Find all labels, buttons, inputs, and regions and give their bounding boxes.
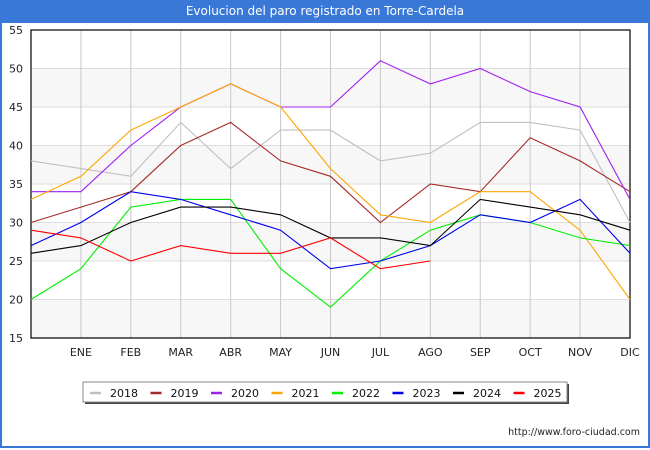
x-tick-label: MAY bbox=[269, 346, 292, 359]
chart-title: Evolucion del paro registrado en Torre-C… bbox=[0, 0, 650, 23]
y-tick-label: 40 bbox=[9, 140, 23, 153]
y-tick-label: 35 bbox=[9, 178, 23, 191]
legend-label: 2019 bbox=[171, 387, 199, 400]
y-tick-label: 20 bbox=[9, 294, 23, 307]
x-tick-label: JUL bbox=[371, 346, 390, 359]
y-tick-label: 25 bbox=[9, 255, 23, 268]
y-tick-label: 15 bbox=[9, 332, 23, 345]
x-tick-label: FEB bbox=[120, 346, 141, 359]
series-lines bbox=[30, 60, 631, 308]
legend-label: 2018 bbox=[110, 387, 138, 400]
x-tick-label: SEP bbox=[470, 346, 491, 359]
series-line-2020 bbox=[31, 60, 631, 200]
x-tick-label: ENE bbox=[70, 346, 92, 359]
x-tick-label: MAR bbox=[168, 346, 193, 359]
legend-label: 2023 bbox=[413, 387, 441, 400]
series-line-2021 bbox=[30, 83, 631, 300]
series-line-2025 bbox=[30, 229, 431, 270]
y-tick-label: 50 bbox=[9, 63, 23, 76]
x-tick-label: NOV bbox=[568, 346, 593, 359]
x-tick-label: DIC bbox=[620, 346, 640, 359]
y-tick-label: 45 bbox=[9, 101, 23, 114]
x-tick-label: AGO bbox=[418, 346, 443, 359]
legend: 2018 2019 2020 2021 2022 2023 2024 2025 bbox=[82, 381, 569, 404]
x-tick-label: OCT bbox=[519, 346, 542, 359]
x-tick-label: JUN bbox=[320, 346, 341, 359]
y-tick-label: 30 bbox=[9, 217, 23, 230]
legend-label: 2022 bbox=[352, 387, 380, 400]
legend-box bbox=[82, 381, 568, 403]
legend-label: 2024 bbox=[473, 387, 501, 400]
footer-url: http://www.foro-ciudad.com bbox=[508, 427, 640, 438]
x-tick-label: ABR bbox=[219, 346, 242, 359]
plot-border bbox=[30, 29, 631, 339]
axes: 15 20 25 30 35 40 45 50 55 ENE FEB MAR ABR MAY JUN JUL A… bbox=[9, 24, 640, 359]
y-tick-label: 55 bbox=[9, 24, 23, 37]
series-line-2023 bbox=[30, 191, 631, 270]
legend-label: 2021 bbox=[292, 387, 320, 400]
legend-label: 2020 bbox=[231, 387, 259, 400]
legend-label: 2025 bbox=[534, 387, 562, 400]
series-line-2018 bbox=[30, 121, 631, 223]
